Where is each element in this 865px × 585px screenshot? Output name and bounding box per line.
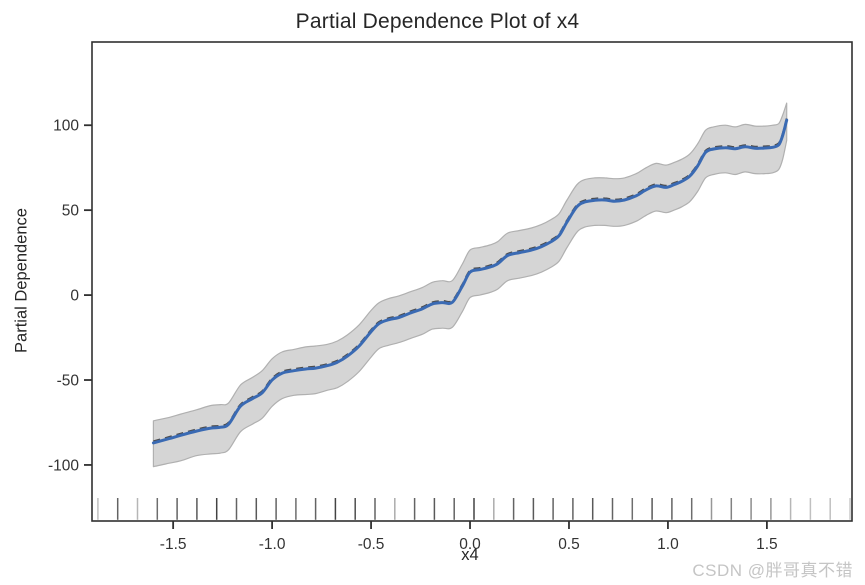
- x-tick-label: 0.0: [459, 536, 481, 553]
- confidence-band: [152, 102, 788, 468]
- y-tick-label: 0: [70, 288, 79, 305]
- x-axis-label: x4: [461, 546, 479, 564]
- x-tick-label: -1.0: [259, 536, 286, 553]
- y-tick-label: 100: [53, 118, 79, 135]
- pd-line: [151, 118, 789, 445]
- x-tick-label: -1.5: [160, 536, 187, 553]
- y-tick-label: -50: [57, 373, 80, 390]
- y-tick-label: -100: [48, 457, 79, 474]
- y-tick-label: 50: [62, 203, 80, 220]
- x-tick-label: 1.0: [657, 536, 679, 553]
- x-tick-label: 1.5: [756, 536, 778, 553]
- x-tick-label: 0.5: [558, 536, 580, 553]
- chart-title: Partial Dependence Plot of x4: [295, 10, 580, 33]
- watermark: CSDN @胖哥真不错: [692, 561, 853, 580]
- x-tick-label: -0.5: [358, 536, 385, 553]
- plot-border: [91, 41, 853, 522]
